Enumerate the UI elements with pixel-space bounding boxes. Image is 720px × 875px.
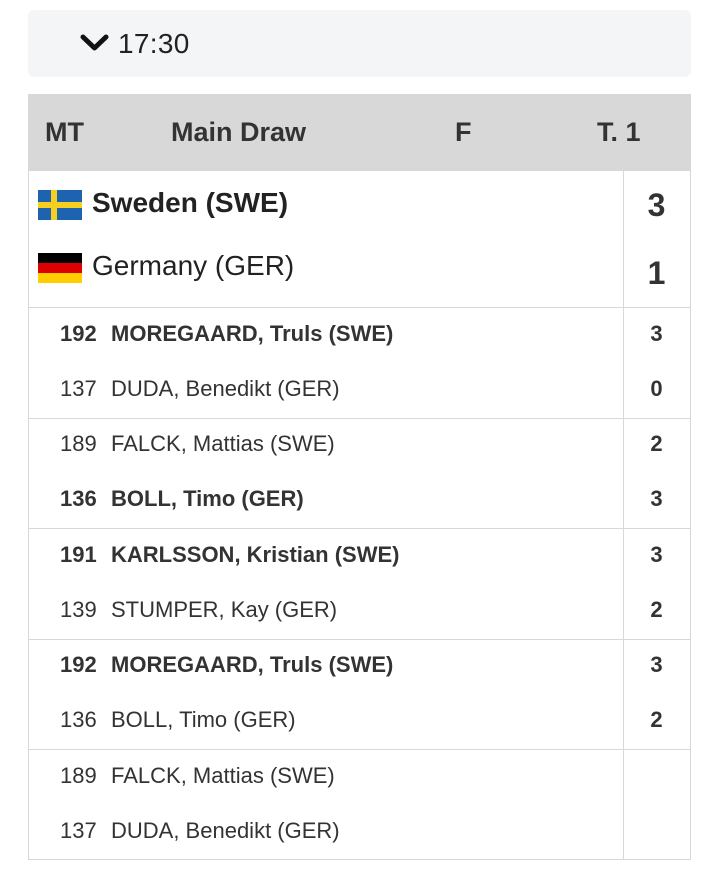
match-card: MT Main Draw F T. 1 Sweden (SWE) 3 Germa…: [28, 94, 691, 860]
player-score: 3: [650, 321, 663, 346]
divider: [29, 749, 690, 750]
player-row: 189 FALCK, Mattias (SWE) 2: [29, 431, 690, 471]
player-name: KARLSSON, Kristian (SWE): [111, 542, 400, 567]
player-number: 192: [60, 321, 97, 346]
team-score: 3: [647, 187, 666, 223]
divider: [29, 307, 690, 308]
team-row: Sweden (SWE) 3: [29, 173, 690, 233]
player-number: 139: [60, 597, 97, 622]
player-number: 189: [60, 763, 97, 788]
player-score: 3: [650, 652, 663, 677]
team-row: Germany (GER) 1: [29, 239, 690, 299]
player-row: 136 BOLL, Timo (GER) 2: [29, 707, 690, 747]
player-row: 136 BOLL, Timo (GER) 3: [29, 486, 690, 526]
player-name: BOLL, Timo (GER): [111, 486, 304, 511]
player-score: 2: [650, 431, 663, 456]
player-name: FALCK, Mattias (SWE): [111, 431, 335, 456]
divider: [29, 639, 690, 640]
player-score: 0: [650, 376, 663, 401]
time-toggle[interactable]: 17:30: [28, 10, 691, 77]
player-row: 137 DUDA, Benedikt (GER) 0: [29, 376, 690, 416]
chevron-down-icon: [80, 34, 109, 51]
player-number: 137: [60, 818, 97, 843]
player-name: STUMPER, Kay (GER): [111, 597, 338, 622]
player-score: 3: [650, 542, 663, 567]
player-number: 189: [60, 431, 97, 456]
draw-name: Main Draw: [171, 117, 307, 147]
player-number: 136: [60, 486, 97, 511]
germany-flag-icon: [38, 253, 82, 283]
player-score: 3: [650, 486, 663, 511]
player-row: 191 KARLSSON, Kristian (SWE) 3: [29, 542, 690, 582]
divider: [29, 528, 690, 529]
player-row: 192 MOREGAARD, Truls (SWE) 3: [29, 321, 690, 361]
player-row: 137 DUDA, Benedikt (GER): [29, 818, 690, 858]
player-name: DUDA, Benedikt (GER): [111, 376, 340, 401]
match-time: 17:30: [118, 27, 190, 59]
match-header: MT Main Draw F T. 1: [29, 95, 690, 171]
player-number: 191: [60, 542, 97, 567]
score-column-divider: [623, 171, 624, 860]
player-number: 137: [60, 376, 97, 401]
sweden-flag-icon: [38, 190, 82, 220]
player-name: FALCK, Mattias (SWE): [111, 763, 335, 788]
player-name: MOREGAARD, Truls (SWE): [111, 652, 394, 677]
player-score: 2: [650, 707, 663, 732]
player-score: 2: [650, 597, 663, 622]
divider: [29, 418, 690, 419]
team-score: 1: [647, 255, 666, 291]
player-row: 192 MOREGAARD, Truls (SWE) 3: [29, 652, 690, 692]
event-code: MT: [45, 117, 84, 147]
player-number: 136: [60, 707, 97, 732]
player-number: 192: [60, 652, 97, 677]
team-name: Sweden (SWE): [92, 187, 289, 218]
team-name: Germany (GER): [92, 250, 295, 281]
player-name: BOLL, Timo (GER): [111, 707, 296, 732]
player-row: 189 FALCK, Mattias (SWE): [29, 763, 690, 803]
player-name: MOREGAARD, Truls (SWE): [111, 321, 394, 346]
player-row: 139 STUMPER, Kay (GER) 2: [29, 597, 690, 637]
stage-label: F: [455, 117, 472, 147]
table-label: T. 1: [597, 117, 641, 147]
player-name: DUDA, Benedikt (GER): [111, 818, 340, 843]
